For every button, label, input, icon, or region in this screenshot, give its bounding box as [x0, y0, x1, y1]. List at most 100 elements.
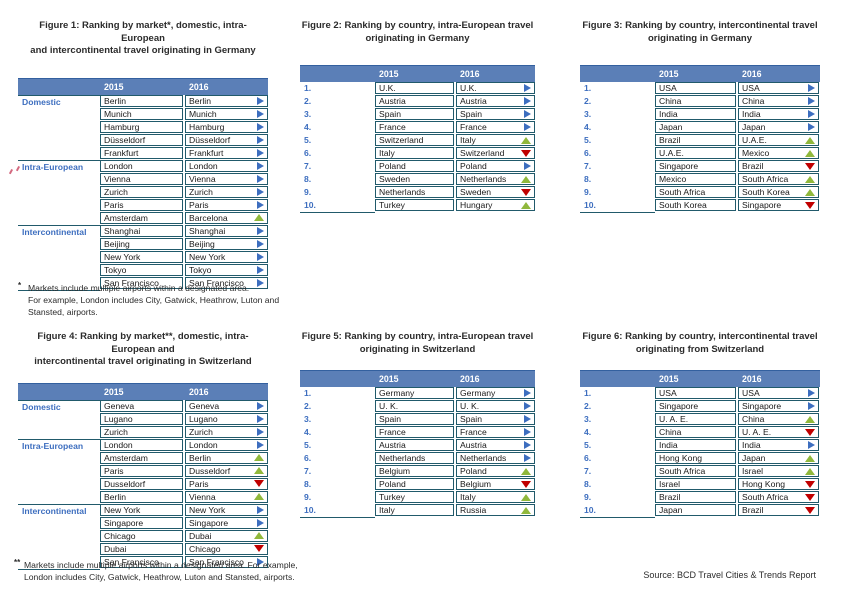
- trend-same-icon: [257, 174, 264, 183]
- value-2016-cell: South Africa: [738, 173, 819, 185]
- ranking-table: 2015 2016 1. USA USA 2. Singapore Singapore 3.…: [580, 370, 820, 518]
- value-2015-cell: Amsterdam: [100, 451, 183, 464]
- figure-title-line: Figure 3: Ranking by country, interconti…: [582, 20, 818, 31]
- trend-up-icon: [805, 415, 815, 423]
- value-2016-cell: Singapore: [738, 199, 819, 211]
- footnote-line: Stansted, airports.: [28, 307, 98, 317]
- value-2016-text: Italy: [460, 492, 476, 502]
- column-header-2015: 2015: [379, 69, 399, 79]
- table-row: 1. USA USA: [580, 82, 820, 95]
- value-2015-cell: Switzerland: [375, 134, 454, 146]
- figure-title-line: Figure 2: Ranking by country, intra-Euro…: [301, 20, 534, 31]
- rank-label: 10.: [304, 505, 316, 515]
- value-2016-text: Italy: [460, 135, 476, 145]
- rank-label: 6.: [304, 148, 312, 158]
- value-2016-text: London: [189, 160, 218, 171]
- value-2016-cell: Munich: [185, 107, 268, 120]
- table-row: San Francisco San Francisco: [18, 276, 268, 290]
- rank-label: 10.: [584, 200, 596, 210]
- value-2016-text: Netherlands: [460, 453, 507, 463]
- value-2015-cell: Belgium: [375, 465, 454, 477]
- figure-3-panel: Figure 3: Ranking by country, interconti…: [580, 20, 820, 213]
- table-row: Dubai Chicago: [18, 542, 268, 556]
- column-header-2016: 2016: [460, 374, 480, 384]
- value-2016-cell: Mexico: [738, 147, 819, 159]
- rank-label: 8.: [304, 174, 312, 184]
- figure-title-line: Figure 5: Ranking by country, intra-Euro…: [301, 331, 534, 342]
- trend-same-icon: [257, 278, 264, 287]
- value-2016-cell: London: [185, 438, 268, 451]
- group-label: Domestic: [18, 399, 100, 413]
- table-row: Zurich Zurich: [18, 425, 268, 439]
- table-row: 5. India India: [580, 439, 820, 452]
- rank-label: 1.: [584, 388, 592, 398]
- column-header-2015: 2015: [659, 69, 679, 79]
- table-row: 4. Japan Japan: [580, 121, 820, 134]
- value-2015-cell: London: [100, 159, 183, 172]
- table-row: Domestic Berlin Berlin: [18, 94, 268, 108]
- rank-label: 3.: [304, 414, 312, 424]
- value-2016-cell: Berlin: [185, 94, 268, 107]
- footnote-line: Markets include multiple airports within…: [24, 560, 298, 570]
- ranking-table: 2015 2016 1. Germany Germany 2. U. K. U. K. 3.…: [300, 370, 535, 518]
- value-2015-cell: Düsseldorf: [100, 133, 183, 146]
- trend-same-icon: [808, 441, 815, 449]
- value-2016-text: Spain: [460, 414, 482, 424]
- value-2016-text: New York: [189, 504, 226, 515]
- table-header: 2015 2016: [580, 370, 820, 387]
- table-row: 1. USA USA: [580, 387, 820, 400]
- value-2016-text: France: [460, 122, 487, 132]
- value-2016-cell: Italy: [456, 134, 535, 146]
- figure-title-line: intercontinental travel originating in S…: [34, 356, 252, 367]
- trend-same-icon: [257, 122, 264, 131]
- footnote-marker: **: [14, 558, 21, 567]
- label-column-endline: [580, 517, 655, 518]
- rank-label: 5.: [584, 440, 592, 450]
- table-row: 5. Brazil U.A.E.: [580, 134, 820, 147]
- ranking-table: 2015 2016 1. USA USA 2. China China 3. India Ind…: [580, 65, 820, 213]
- table-row: Dusseldorf Paris: [18, 477, 268, 491]
- trend-down-icon: [805, 493, 815, 501]
- figure-title-line: Figure 6: Ranking by country, interconti…: [582, 331, 818, 342]
- trend-up-icon: [805, 454, 815, 462]
- column-header-2016: 2016: [742, 374, 762, 384]
- table-row: 9. Brazil South Africa: [580, 491, 820, 504]
- value-2015-cell: Poland: [375, 160, 454, 172]
- figure-3-title: Figure 3: Ranking by country, interconti…: [580, 20, 820, 45]
- value-2016-cell: U.K.: [456, 82, 535, 94]
- value-2016-text: China: [742, 414, 765, 424]
- value-2016-text: Tokyo: [189, 264, 212, 275]
- value-2016-text: Brazil: [742, 505, 764, 515]
- table-row: Munich Munich: [18, 107, 268, 121]
- value-2015-cell: Shanghai: [100, 224, 183, 237]
- rank-label: 2.: [584, 401, 592, 411]
- stray-pen-marks-icon: [8, 165, 22, 176]
- value-2015-cell: Singapore: [100, 516, 183, 529]
- value-2016-cell: Zurich: [185, 425, 268, 438]
- table-row: 7. Belgium Poland: [300, 465, 535, 478]
- value-2016-text: San Francisco: [189, 277, 244, 288]
- column-header-2016: 2016: [189, 81, 209, 92]
- table-header: 2015 2016: [18, 77, 268, 95]
- value-2016-text: Vienna: [189, 491, 216, 502]
- rank-label: 8.: [584, 479, 592, 489]
- value-2016-cell: USA: [738, 387, 819, 399]
- trend-up-icon: [254, 532, 264, 539]
- trend-up-icon: [521, 201, 531, 209]
- table-row: Hamburg Hamburg: [18, 120, 268, 134]
- rank-label: 9.: [304, 187, 312, 197]
- trend-up-icon: [805, 149, 815, 157]
- value-2016-text: India: [742, 440, 761, 450]
- value-2015-cell: Mexico: [655, 173, 736, 185]
- value-2016-cell: USA: [738, 82, 819, 94]
- trend-same-icon: [524, 110, 531, 118]
- value-2016-cell: Vienna: [185, 490, 268, 503]
- trend-down-icon: [805, 480, 815, 488]
- value-2016-cell: Frankfurt: [185, 146, 268, 159]
- value-2015-cell: Poland: [375, 478, 454, 490]
- value-2015-cell: New York: [100, 503, 183, 516]
- value-2015-cell: Netherlands: [375, 452, 454, 464]
- rank-label: 9.: [304, 492, 312, 502]
- value-2015-cell: Japan: [655, 121, 736, 133]
- value-2016-cell: Hungary: [456, 199, 535, 211]
